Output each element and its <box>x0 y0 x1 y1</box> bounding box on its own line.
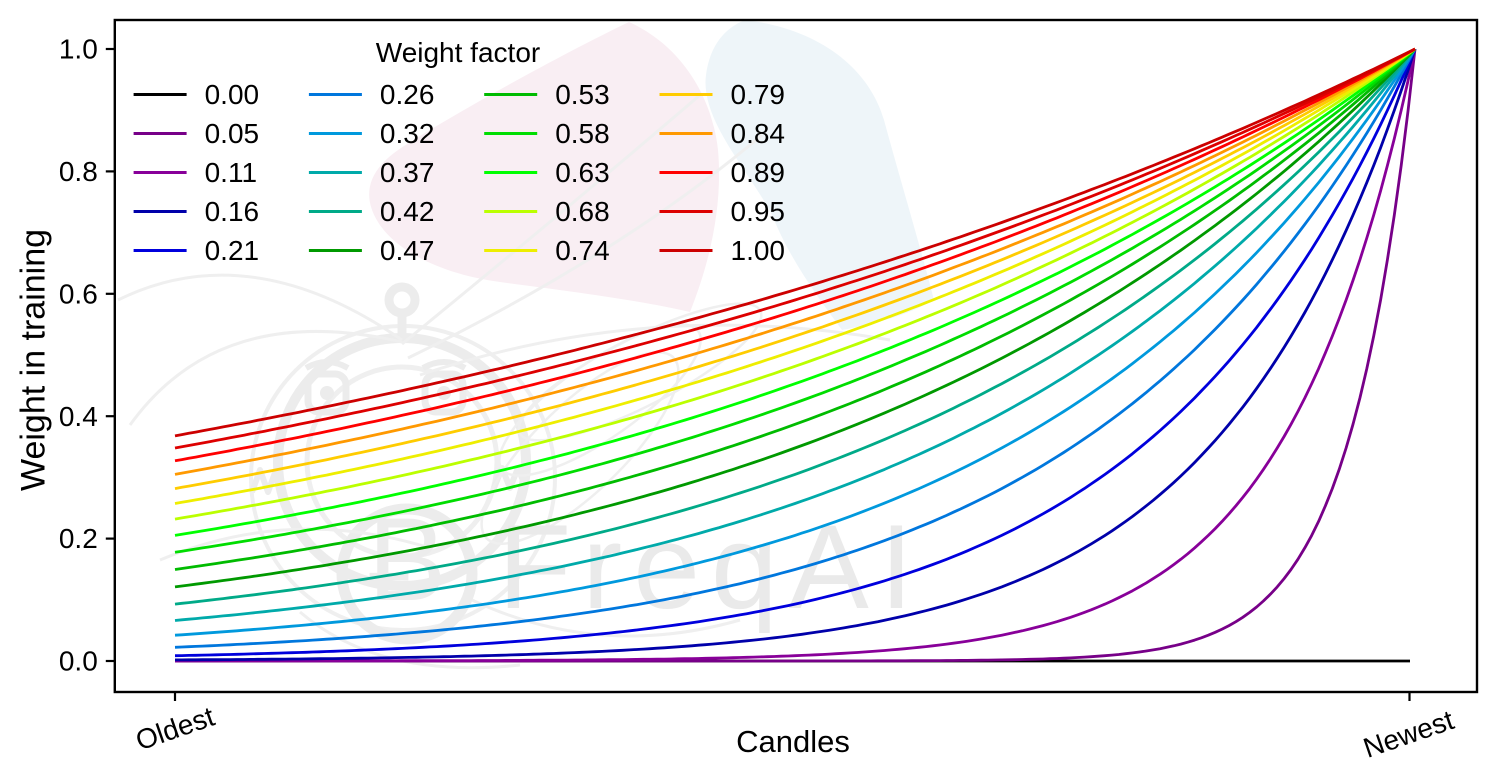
svg-text:0.21: 0.21 <box>205 235 260 266</box>
svg-text:0.6: 0.6 <box>59 278 98 309</box>
svg-text:0.95: 0.95 <box>731 196 786 227</box>
svg-text:0.32: 0.32 <box>380 118 435 149</box>
svg-text:0.8: 0.8 <box>59 156 98 187</box>
svg-text:0.05: 0.05 <box>205 118 260 149</box>
svg-text:0.53: 0.53 <box>555 79 610 110</box>
svg-text:0.79: 0.79 <box>731 79 786 110</box>
svg-text:Weight in training: Weight in training <box>15 229 53 491</box>
svg-text:FreqAI: FreqAI <box>498 500 924 634</box>
svg-text:0.47: 0.47 <box>380 235 435 266</box>
svg-text:Ƀ: Ƀ <box>368 494 447 626</box>
svg-text:0.89: 0.89 <box>731 157 786 188</box>
svg-text:1.0: 1.0 <box>59 34 98 65</box>
svg-text:0.16: 0.16 <box>205 196 260 227</box>
svg-text:0.00: 0.00 <box>205 79 260 110</box>
svg-text:0.4: 0.4 <box>59 401 98 432</box>
svg-text:0.63: 0.63 <box>555 157 610 188</box>
svg-text:1.00: 1.00 <box>731 235 786 266</box>
svg-text:0.11: 0.11 <box>205 157 257 188</box>
svg-text:0.2: 0.2 <box>59 523 98 554</box>
svg-text:0.84: 0.84 <box>731 118 786 149</box>
svg-text:0.74: 0.74 <box>555 235 610 266</box>
svg-text:Weight factor: Weight factor <box>376 37 540 68</box>
svg-text:0.42: 0.42 <box>380 196 435 227</box>
svg-text:0.0: 0.0 <box>59 646 98 677</box>
svg-text:0.37: 0.37 <box>380 157 435 188</box>
svg-text:0.68: 0.68 <box>555 196 610 227</box>
svg-text:0.26: 0.26 <box>380 79 435 110</box>
svg-text:Candles: Candles <box>736 724 850 759</box>
svg-text:0.58: 0.58 <box>555 118 610 149</box>
